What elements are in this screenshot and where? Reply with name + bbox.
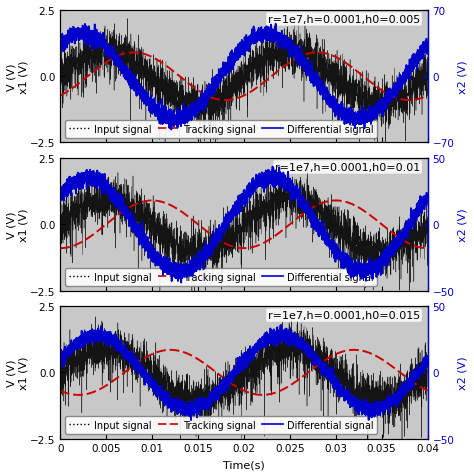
Text: r=1e7,h=0.0001,h0=0.01: r=1e7,h=0.0001,h0=0.01 — [275, 163, 420, 173]
Text: r=1e7,h=0.0001,h0=0.015: r=1e7,h=0.0001,h0=0.015 — [268, 310, 420, 320]
Y-axis label: V (V)
x1 (V): V (V) x1 (V) — [7, 356, 28, 389]
Legend: Input signal, Tracking signal, Differential signal: Input signal, Tracking signal, Different… — [65, 120, 377, 139]
Legend: Input signal, Tracking signal, Differential signal: Input signal, Tracking signal, Different… — [65, 268, 377, 286]
Y-axis label: V (V)
x1 (V): V (V) x1 (V) — [7, 60, 28, 94]
X-axis label: Time(s): Time(s) — [223, 459, 265, 469]
Y-axis label: V (V)
x1 (V): V (V) x1 (V) — [7, 208, 28, 241]
Text: r=1e7,h=0.0001,h0=0.005: r=1e7,h=0.0001,h0=0.005 — [268, 15, 420, 25]
Y-axis label: x2 (V): x2 (V) — [457, 356, 467, 389]
Legend: Input signal, Tracking signal, Differential signal: Input signal, Tracking signal, Different… — [65, 416, 377, 434]
Y-axis label: x2 (V): x2 (V) — [457, 208, 467, 242]
Y-axis label: x2 (V): x2 (V) — [457, 60, 467, 94]
